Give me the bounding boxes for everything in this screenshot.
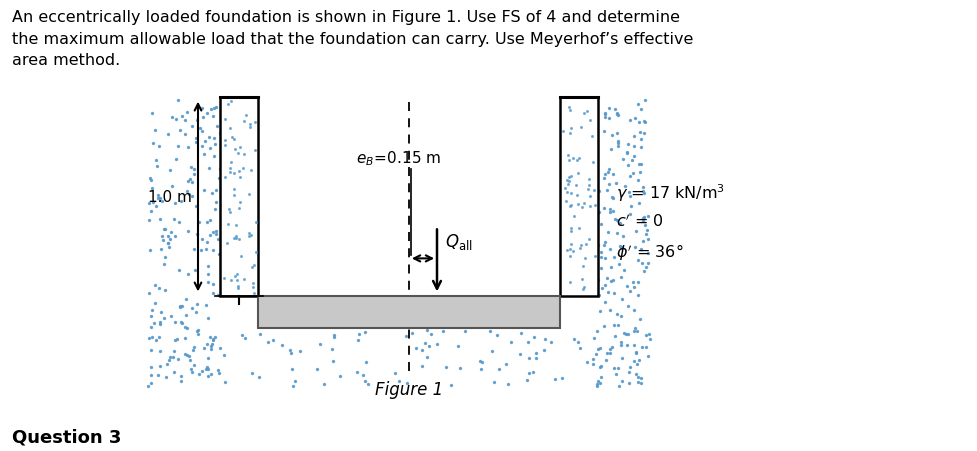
Text: 1.5 m × 1.5 m: 1.5 m × 1.5 m [351,305,467,320]
Text: $\gamma$ = 17 kN/m$^3$: $\gamma$ = 17 kN/m$^3$ [616,182,724,204]
Bar [220,97,258,297]
Text: Figure 1: Figure 1 [374,380,443,398]
Text: $c'$ = 0: $c'$ = 0 [616,212,663,229]
Text: $\phi'$ = 36°: $\phi'$ = 36° [616,242,683,262]
Bar [560,97,597,297]
Text: An eccentrically loaded foundation is shown in Figure 1. Use FS of 4 and determi: An eccentrically loaded foundation is sh… [12,10,693,68]
Text: $e_B\!=\!0.15\ \mathrm{m}$: $e_B\!=\!0.15\ \mathrm{m}$ [356,148,442,167]
Text: Question 3: Question 3 [12,428,121,446]
Bar [258,297,560,328]
Text: $Q_{\mathrm{all}}$: $Q_{\mathrm{all}}$ [445,232,472,252]
Text: 1.0 m: 1.0 m [148,189,191,205]
